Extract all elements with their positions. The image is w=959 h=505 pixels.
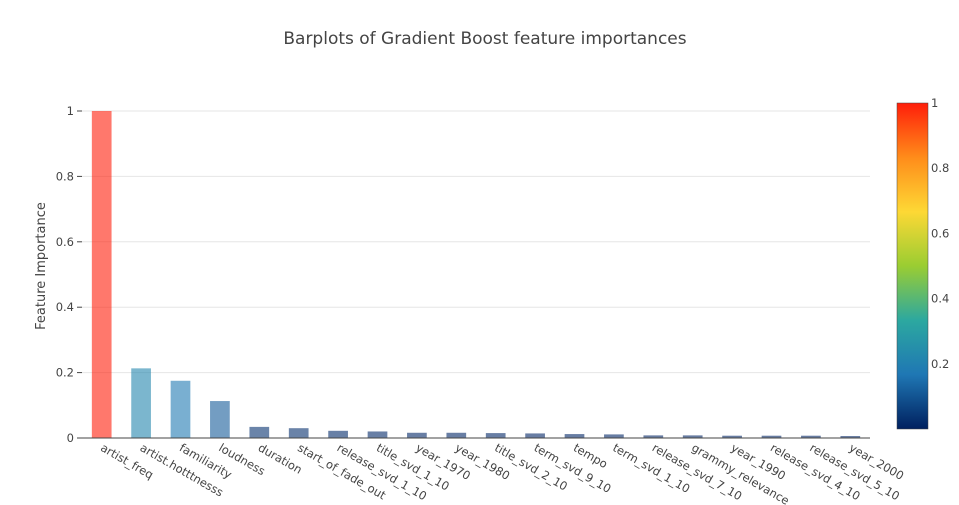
- colorbar-ticks: 0.2 0.4 0.6 0.8 1: [931, 96, 949, 371]
- bar: [288, 428, 309, 438]
- bar: [131, 368, 151, 438]
- bar: [210, 401, 230, 438]
- bar: [249, 426, 270, 438]
- y-tick-label: 1: [67, 104, 74, 118]
- bar: [722, 435, 742, 438]
- y-tick-label: 0.6: [56, 235, 74, 249]
- bar: [446, 432, 467, 438]
- y-tick-label: 0: [67, 431, 74, 445]
- gridlines: [82, 110, 870, 374]
- bar: [407, 432, 427, 438]
- colorbar-tick-label: 0.8: [931, 161, 949, 175]
- x-axis-ticks: artist_freqartist.hotttnesssfamiliarityl…: [98, 440, 906, 505]
- bar: [485, 433, 506, 438]
- bar: [170, 380, 191, 438]
- bar: [91, 111, 112, 438]
- y-axis-ticks: 0 0.2 0.4 0.6 0.8 1: [56, 104, 82, 445]
- y-tick-label: 0.4: [56, 300, 74, 314]
- chart-title: Barplots of Gradient Boost feature impor…: [283, 29, 686, 49]
- bar: [840, 436, 861, 438]
- colorbar-tick-label: 0.6: [931, 226, 949, 240]
- bar: [643, 435, 664, 438]
- bar: [564, 434, 585, 438]
- colorbar-tick-label: 0.2: [931, 357, 949, 371]
- bar: [367, 431, 388, 438]
- bar: [328, 430, 348, 438]
- bar: [801, 435, 821, 438]
- bar: [682, 435, 703, 438]
- bar: [604, 434, 624, 438]
- bars: [91, 111, 861, 438]
- bar: [525, 433, 545, 438]
- bar: [761, 435, 782, 438]
- colorbar-tick-label: 0.4: [931, 292, 949, 306]
- y-axis-label: Feature Importance: [34, 202, 49, 330]
- y-tick-label: 0.2: [56, 366, 74, 380]
- y-tick-label: 0.8: [56, 169, 74, 183]
- colorbar-tick-label: 1: [931, 96, 938, 110]
- colorbar: [896, 102, 929, 430]
